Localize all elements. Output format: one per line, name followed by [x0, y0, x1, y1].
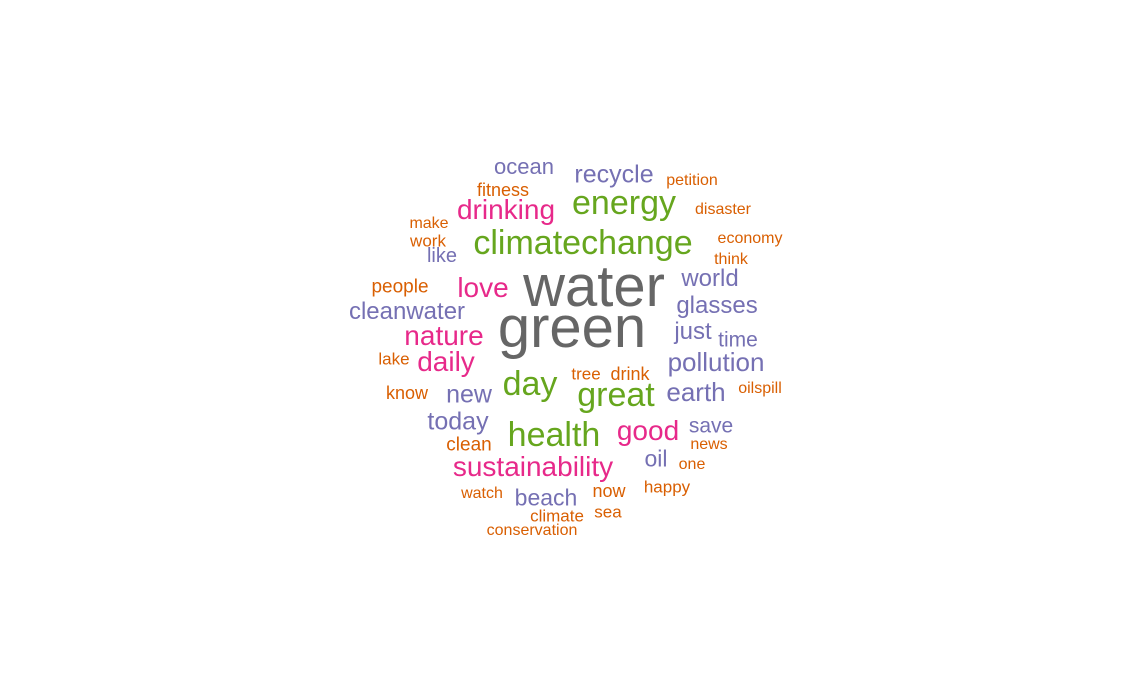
word-oilspill: oilspill	[738, 380, 782, 397]
word-watch: watch	[461, 485, 503, 502]
word-clean: clean	[446, 434, 492, 456]
word-know: know	[385, 383, 429, 403]
word-pollution: pollution	[667, 347, 765, 377]
word-world: world	[681, 265, 739, 292]
word-love: love	[457, 272, 509, 303]
word-drinking: drinking	[456, 194, 556, 225]
word-new: new	[446, 380, 492, 409]
word-happy: happy	[643, 477, 691, 497]
word-now: now	[592, 481, 626, 501]
word-ocean: ocean	[494, 154, 554, 179]
word-lake: lake	[378, 349, 410, 369]
word-think: think	[714, 251, 748, 268]
word-drink: drink	[610, 364, 650, 384]
word-climatechange: climatechange	[473, 224, 693, 262]
word-oil: oil	[644, 445, 668, 472]
word-conservation: conservation	[486, 522, 578, 539]
word-water: water	[523, 254, 665, 319]
word-time: time	[718, 328, 758, 352]
word-one: one	[678, 456, 706, 473]
word-today: today	[427, 407, 489, 436]
word-people: people	[371, 276, 429, 298]
word-news: news	[690, 436, 728, 453]
word-fitness: fitness	[476, 180, 530, 200]
word-tree: tree	[571, 364, 601, 384]
word-save: save	[688, 414, 734, 438]
word-health: health	[507, 416, 601, 454]
word-nature: nature	[404, 320, 484, 351]
word-recycle: recycle	[574, 160, 654, 189]
word-make: make	[409, 215, 449, 232]
word-energy: energy	[572, 184, 676, 222]
word-glasses: glasses	[676, 292, 758, 319]
word-sea: sea	[594, 502, 622, 522]
word-good: good	[616, 415, 680, 446]
word-like: like	[426, 245, 458, 267]
word-petition: petition	[666, 172, 718, 189]
word-beach: beach	[514, 484, 578, 511]
word-day: day	[502, 365, 558, 403]
word-great: great	[577, 376, 655, 414]
word-work: work	[410, 231, 446, 251]
word-sustainability: sustainability	[452, 451, 614, 482]
word-just: just	[674, 318, 712, 345]
word-climate: climate	[530, 506, 584, 526]
word-cleanwater: cleanwater	[348, 298, 466, 325]
word-economy: economy	[717, 230, 783, 247]
word-green: green	[497, 295, 647, 360]
word-daily: daily	[417, 346, 475, 377]
word-earth: earth	[666, 377, 726, 407]
word-disaster: disaster	[694, 201, 752, 218]
